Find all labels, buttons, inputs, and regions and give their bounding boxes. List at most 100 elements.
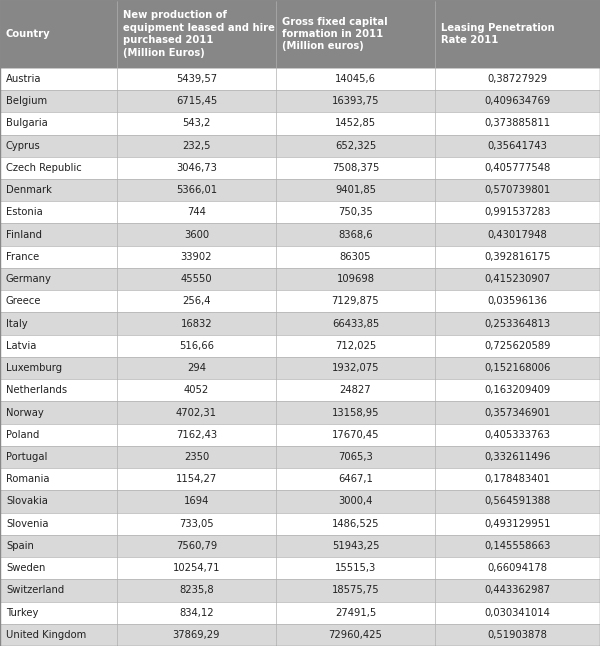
Text: 86305: 86305	[340, 252, 371, 262]
Text: Belgium: Belgium	[6, 96, 47, 106]
Text: 8368,6: 8368,6	[338, 229, 373, 240]
Bar	[0, 335, 600, 357]
Text: 294: 294	[187, 363, 206, 373]
Text: Spain: Spain	[6, 541, 34, 551]
Text: 66433,85: 66433,85	[332, 318, 379, 329]
Text: 0,443362987: 0,443362987	[484, 585, 551, 596]
Text: 16832: 16832	[181, 318, 212, 329]
Text: 0,991537283: 0,991537283	[484, 207, 551, 217]
Text: 3000,4: 3000,4	[338, 497, 373, 506]
Text: 4052: 4052	[184, 385, 209, 395]
Text: Greece: Greece	[6, 297, 41, 306]
Text: 0,405777548: 0,405777548	[484, 163, 551, 173]
Text: 72960,425: 72960,425	[329, 630, 382, 640]
Text: 0,725620589: 0,725620589	[484, 341, 551, 351]
Text: 7065,3: 7065,3	[338, 452, 373, 462]
Text: Portugal: Portugal	[6, 452, 47, 462]
Text: 18575,75: 18575,75	[332, 585, 379, 596]
Text: 5366,01: 5366,01	[176, 185, 217, 195]
Bar	[0, 290, 600, 313]
Text: Switzerland: Switzerland	[6, 585, 64, 596]
Text: Romania: Romania	[6, 474, 49, 484]
Text: 0,35641743: 0,35641743	[488, 141, 547, 151]
Text: 834,12: 834,12	[179, 608, 214, 618]
Bar	[0, 557, 600, 579]
Bar	[0, 401, 600, 424]
Bar	[0, 424, 600, 446]
Text: 516,66: 516,66	[179, 341, 214, 351]
Bar	[0, 624, 600, 646]
Text: 5439,57: 5439,57	[176, 74, 217, 84]
Text: 750,35: 750,35	[338, 207, 373, 217]
Text: Italy: Italy	[6, 318, 28, 329]
Bar	[0, 224, 600, 245]
Bar	[0, 245, 600, 268]
Text: 24827: 24827	[340, 385, 371, 395]
Text: 0,405333763: 0,405333763	[485, 430, 551, 440]
Text: 0,564591388: 0,564591388	[484, 497, 551, 506]
Text: 0,43017948: 0,43017948	[488, 229, 547, 240]
Text: Slovenia: Slovenia	[6, 519, 49, 528]
Text: Austria: Austria	[6, 74, 41, 84]
Text: 0,392816175: 0,392816175	[484, 252, 551, 262]
Text: 17670,45: 17670,45	[332, 430, 379, 440]
Text: Germany: Germany	[6, 274, 52, 284]
Text: Norway: Norway	[6, 408, 44, 417]
Bar	[0, 490, 600, 512]
Text: 13158,95: 13158,95	[332, 408, 379, 417]
Bar	[0, 379, 600, 401]
Text: 0,493129951: 0,493129951	[484, 519, 551, 528]
Text: 3046,73: 3046,73	[176, 163, 217, 173]
Text: 0,03596136: 0,03596136	[487, 297, 548, 306]
Bar	[0, 0, 600, 68]
Text: 3600: 3600	[184, 229, 209, 240]
Text: 15515,3: 15515,3	[335, 563, 376, 573]
Text: 37869,29: 37869,29	[173, 630, 220, 640]
Text: 0,145558663: 0,145558663	[484, 541, 551, 551]
Text: 652,325: 652,325	[335, 141, 376, 151]
Text: 14045,6: 14045,6	[335, 74, 376, 84]
Text: 0,409634769: 0,409634769	[484, 96, 551, 106]
Text: United Kingdom: United Kingdom	[6, 630, 86, 640]
Text: 0,152168006: 0,152168006	[484, 363, 551, 373]
Text: 1932,075: 1932,075	[332, 363, 379, 373]
Text: 8235,8: 8235,8	[179, 585, 214, 596]
Bar	[0, 179, 600, 202]
Text: 4702,31: 4702,31	[176, 408, 217, 417]
Text: 0,030341014: 0,030341014	[485, 608, 550, 618]
Text: 0,178483401: 0,178483401	[485, 474, 551, 484]
Text: Country: Country	[6, 29, 50, 39]
Text: 33902: 33902	[181, 252, 212, 262]
Text: 712,025: 712,025	[335, 341, 376, 351]
Text: 0,253364813: 0,253364813	[484, 318, 551, 329]
Text: Slovakia: Slovakia	[6, 497, 48, 506]
Text: 45550: 45550	[181, 274, 212, 284]
Bar	[0, 112, 600, 134]
Text: Leasing Penetration
Rate 2011: Leasing Penetration Rate 2011	[441, 23, 554, 45]
Bar	[0, 157, 600, 179]
Text: Bulgaria: Bulgaria	[6, 118, 48, 129]
Text: Finland: Finland	[6, 229, 42, 240]
Text: 0,38727929: 0,38727929	[487, 74, 548, 84]
Text: Gross fixed capital
formation in 2011
(Million euros): Gross fixed capital formation in 2011 (M…	[282, 17, 388, 51]
Text: Czech Republic: Czech Republic	[6, 163, 82, 173]
Text: 0,570739801: 0,570739801	[484, 185, 551, 195]
Text: 51943,25: 51943,25	[332, 541, 379, 551]
Text: 733,05: 733,05	[179, 519, 214, 528]
Bar	[0, 202, 600, 224]
Text: Luxemburg: Luxemburg	[6, 363, 62, 373]
Text: 27491,5: 27491,5	[335, 608, 376, 618]
Bar	[0, 134, 600, 157]
Text: 6715,45: 6715,45	[176, 96, 217, 106]
Text: 0,51903878: 0,51903878	[488, 630, 547, 640]
Text: Denmark: Denmark	[6, 185, 52, 195]
Text: 1694: 1694	[184, 497, 209, 506]
Bar	[0, 357, 600, 379]
Text: 0,373885811: 0,373885811	[484, 118, 551, 129]
Text: 7508,375: 7508,375	[332, 163, 379, 173]
Text: New production of
equipment leased and hire
purchased 2011
(Million Euros): New production of equipment leased and h…	[123, 10, 275, 57]
Text: 744: 744	[187, 207, 206, 217]
Text: 543,2: 543,2	[182, 118, 211, 129]
Text: 1486,525: 1486,525	[332, 519, 379, 528]
Text: 16393,75: 16393,75	[332, 96, 379, 106]
